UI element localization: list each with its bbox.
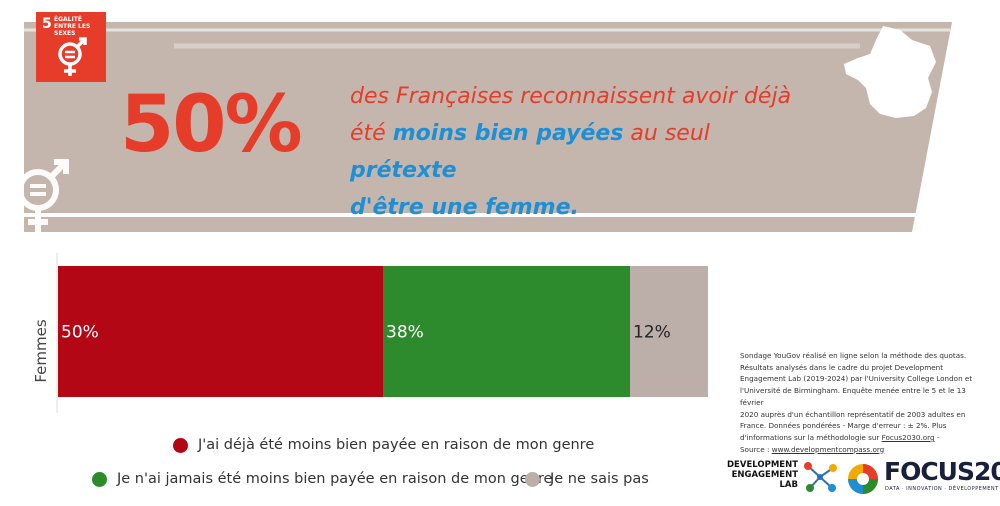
legend-label: J'ai déjà été moins bien payée en raison…	[198, 437, 595, 453]
legend-label: Je ne sais pas	[550, 471, 649, 487]
headline-line-2: été moins bien payées au seul prétexte	[350, 115, 820, 189]
bar-data-label-1: 50%	[61, 323, 99, 343]
development-engagement-lab-logo: DEVELOPMENT ENGAGEMENT LAB	[726, 460, 798, 490]
stacked-bar-chart: Femmes 50% 38% 12%	[32, 253, 708, 413]
france-map-icon	[844, 26, 936, 118]
bar-data-label-2: 38%	[386, 323, 424, 343]
focus2030-tagline: DATA · INNOVATION · DÉVELOPPEMENT	[885, 486, 999, 492]
headline-part: au seul	[623, 121, 710, 146]
source-line: Sondage YouGov réalisé en ligne selon la…	[740, 351, 967, 360]
del-network-icon	[804, 462, 837, 492]
source-text: -	[934, 432, 940, 442]
bar-segment-1	[58, 266, 383, 397]
sdg-number: 5	[42, 16, 52, 32]
sdg-title: ÉGALITÉ ENTRE LES SEXES	[54, 16, 91, 37]
legend-swatch	[173, 437, 188, 453]
headline-line-1: des Françaises reconnaissent avoir déjà	[350, 84, 792, 109]
source-line: l'Université de Birmingham. Enquête mené…	[740, 386, 966, 407]
source-line: Source : www.developmentcompass.org	[740, 444, 985, 456]
banner-panel	[24, 22, 952, 232]
source-line: Résultats analysés dans le cadre du proj…	[740, 362, 944, 372]
headline-line-3: d'être une femme.	[350, 195, 579, 220]
legend-swatch	[92, 471, 107, 487]
headline-text: des Françaises reconnaissent avoir déjà …	[350, 78, 820, 226]
legend-item-2: Je n'ai jamais été moins bien payée en r…	[92, 471, 552, 487]
bar-segment-2	[383, 266, 630, 397]
headline-part: été	[350, 121, 393, 146]
headline-emphasis: moins bien payées	[392, 121, 624, 146]
logo-text: DEVELOPMENT	[727, 460, 798, 470]
gender-equality-icon	[58, 37, 87, 76]
bar-segment-3	[630, 266, 708, 397]
headline-emphasis: prétexte	[350, 158, 457, 183]
source-text: Source :	[740, 444, 772, 454]
source-text: d'informations sur la méthodologie sur	[740, 432, 882, 442]
legend-swatch	[525, 471, 540, 487]
source-line: d'informations sur la méthodologie sur F…	[740, 432, 985, 444]
bars-group: 50% 38% 12%	[58, 266, 708, 397]
bar-data-label-3: 12%	[633, 323, 671, 343]
legend-label: Je n'ai jamais été moins bien payée en r…	[117, 471, 553, 487]
headline-percent: 50%	[120, 80, 303, 170]
legend-item-3: Je ne sais pas	[525, 471, 649, 487]
legend-item-1: J'ai déjà été moins bien payée en raison…	[173, 437, 594, 453]
focus2030-wordmark: FOCUS2030	[884, 457, 1000, 486]
gender-equality-watermark-icon	[17, 159, 69, 232]
source-line: France. Données pondérées - Marge d'erre…	[740, 421, 947, 431]
banner-background	[17, 22, 952, 232]
logo-text: LAB	[779, 480, 798, 490]
source-note: Sondage YouGov réalisé en ligne selon la…	[740, 350, 985, 455]
developmentcompass-link[interactable]: www.developmentcompass.org	[771, 444, 885, 454]
sdg-5-badge: 5 ÉGALITÉ ENTRE LES SEXES	[36, 12, 106, 82]
category-label: Femmes	[32, 319, 50, 382]
focus2030-swirl-icon	[848, 464, 878, 494]
focus2030-link[interactable]: Focus2030.org	[881, 432, 935, 442]
source-line: 2020 auprès d'un échantillon représentat…	[740, 409, 966, 419]
logo-text: ENGAGEMENT	[731, 470, 798, 480]
source-line: Engagement Lab (2019-2024) par l'Univers…	[740, 374, 973, 384]
